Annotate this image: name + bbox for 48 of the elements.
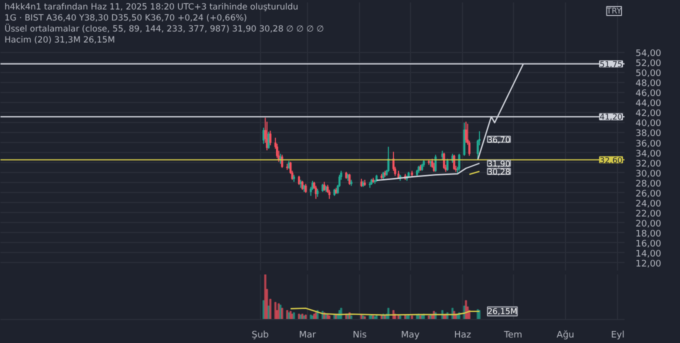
candlestick: [281, 154, 284, 168]
y-tick-label: 40,00: [636, 119, 662, 130]
x-tick-label: Haz: [454, 330, 472, 340]
ref-line-label: 32,60: [600, 156, 623, 165]
annotation: 26,15M: [487, 306, 518, 316]
y-axis-title: TRY: [606, 6, 622, 16]
annotation: 1G · BIST A36,40 Y38,30 D35,50 K36,70 +0,24 (+0,66%): [4, 14, 248, 24]
annotation: Üssel ortalamalar (close, 55, 89, 144, 233, 377, 987) 31,90 30,28 ∅ ∅ ∅ ∅: [4, 24, 324, 34]
candlestick: [328, 189, 330, 200]
y-tick-label: 12,00: [636, 259, 662, 270]
y-tick-label: 22,00: [636, 209, 662, 220]
y-tick-label: 18,00: [636, 229, 662, 240]
x-tick-label: Mar: [298, 330, 316, 340]
x-tick-label: Ağu: [556, 330, 574, 340]
y-tick-label: 16,00: [636, 239, 662, 250]
y-tick-label: 34,00: [636, 149, 662, 160]
y-tick-label: 20,00: [636, 219, 662, 230]
candlestick: [441, 150, 444, 160]
y-tick-label: 48,00: [636, 79, 662, 90]
y-tick-label: 44,00: [636, 99, 662, 110]
ref-line-label: 41,20: [600, 112, 623, 122]
y-tick-label: 38,00: [636, 129, 662, 140]
y-tick-label: 14,00: [636, 249, 662, 260]
y-tick-label: 42,00: [636, 109, 662, 120]
y-tick-label: 54,00: [636, 49, 662, 60]
x-tick-label: May: [401, 330, 420, 340]
x-tick-label: Tem: [503, 330, 522, 340]
line-series: [376, 162, 480, 181]
x-tick-label: Eyl: [610, 330, 625, 340]
y-tick-label: 52,00: [636, 59, 662, 70]
candlestick: [314, 185, 317, 200]
annotation: Hacim (20) 31,3M 26,15M: [4, 36, 115, 46]
y-tick-label: 30,00: [636, 169, 662, 180]
ref-line-label: 51,75: [600, 60, 623, 69]
annotation: 31,90: [487, 159, 510, 168]
y-tick-label: 26,00: [636, 189, 662, 200]
y-tick-label: 28,00: [636, 179, 662, 190]
y-tick-label: 46,00: [636, 89, 662, 100]
candlestick: [453, 154, 456, 170]
annotation: h4kk4n1 tarafından Haz 11, 2025 18:20 UTC+3 tarihinde oluşturuldu: [4, 2, 298, 12]
y-tick-label: 24,00: [636, 199, 662, 210]
y-tick-label: 50,00: [636, 69, 662, 80]
y-tick-label: 36,00: [636, 139, 662, 150]
x-tick-label: Nis: [352, 330, 367, 340]
annotation: 36,70: [487, 135, 510, 144]
candlestick: [458, 153, 460, 172]
x-tick-label: Şub: [252, 330, 270, 340]
y-tick-label: 32,00: [636, 159, 662, 170]
